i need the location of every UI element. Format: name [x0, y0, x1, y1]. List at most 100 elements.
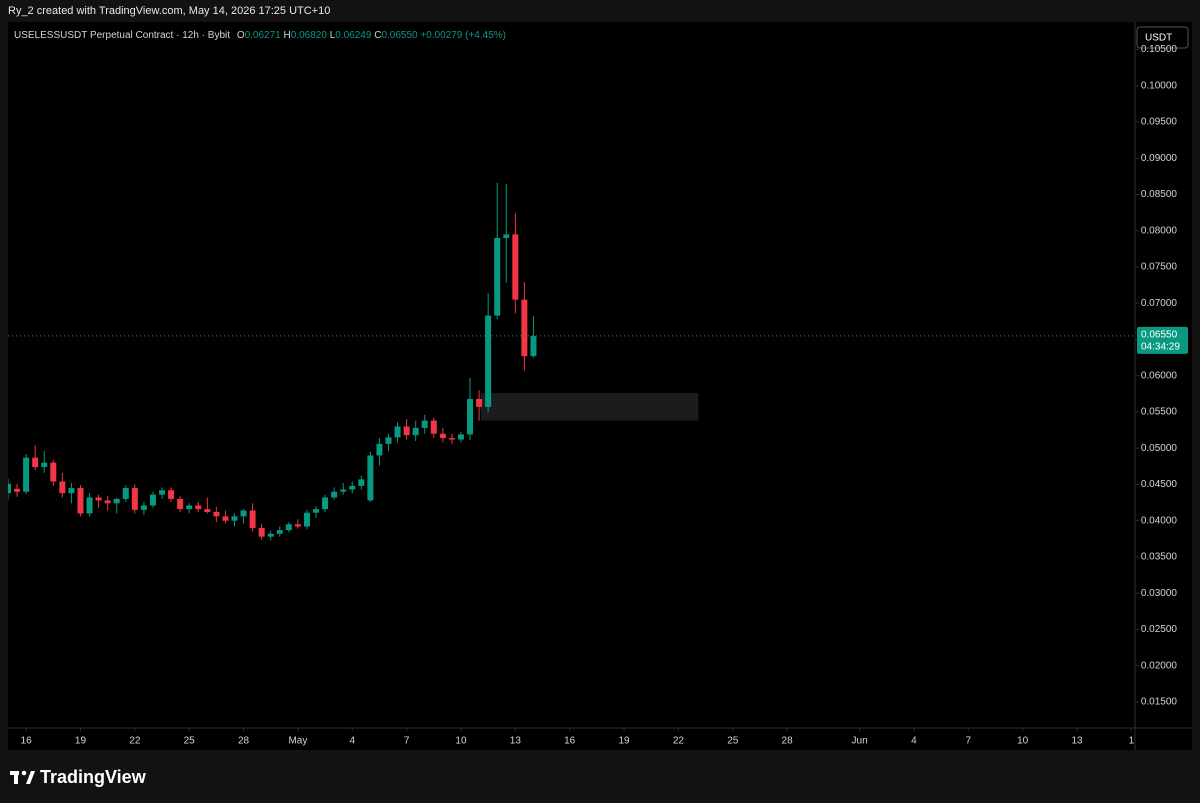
candle-body [59, 481, 66, 494]
legend-label: C [374, 30, 381, 41]
legend-value: 0.06271 [245, 30, 282, 41]
y-tick-label: 0.08000 [1141, 225, 1178, 236]
candle-body [86, 497, 93, 514]
watermark: TradingView [40, 767, 147, 787]
candle-body [367, 455, 374, 501]
candle-body [159, 490, 166, 495]
x-tick-label: 22 [129, 736, 141, 747]
candle-body [168, 490, 175, 499]
legend-change: +0.00279 (+4.45%) [420, 30, 506, 41]
legend-label: H [284, 30, 291, 41]
x-tick-label: 10 [455, 736, 467, 747]
legend-label: O [237, 30, 245, 41]
candle-body [131, 488, 138, 510]
y-tick-label: 0.02000 [1141, 660, 1178, 671]
candle-body [512, 234, 519, 300]
candle-body [213, 511, 220, 517]
candle-body [303, 512, 310, 527]
candle-body [394, 426, 401, 438]
candle-body [32, 457, 39, 468]
y-tick-label: 0.05000 [1141, 443, 1178, 454]
x-tick-label: 19 [75, 736, 87, 747]
x-tick-label: 25 [184, 736, 196, 747]
candle-body [421, 420, 428, 428]
candle-body [467, 398, 474, 435]
symbol-title: USELESSUSDT Perpetual Contract · 12h · B… [14, 30, 230, 41]
y-tick-label: 0.09000 [1141, 153, 1178, 164]
x-tick-label: 16 [21, 736, 33, 747]
logo-shape [21, 770, 27, 776]
logo-shape [14, 771, 18, 784]
x-tick-label: 1 [1129, 736, 1135, 747]
currency-button[interactable] [1136, 26, 1189, 49]
y-tick-label: 0.04500 [1141, 479, 1178, 490]
caption: Ry_2 created with TradingView.com, May 1… [8, 5, 330, 17]
y-tick-label: 0.10000 [1141, 80, 1178, 91]
countdown-label: 04:34:29 [1141, 341, 1180, 352]
y-tick-label: 0.06000 [1141, 370, 1178, 381]
plot [8, 182, 1135, 541]
y-tick-label: 0.08500 [1141, 189, 1178, 200]
candle-body [457, 434, 464, 440]
candle-body [276, 530, 283, 534]
candle-body [340, 489, 347, 492]
candle-body [14, 488, 21, 492]
x-tick-label: 22 [673, 736, 685, 747]
candle-body [322, 497, 329, 510]
x-tick-label: 7 [966, 736, 972, 747]
legend-label: L [330, 30, 336, 41]
candle-body [403, 426, 410, 436]
candle-body [385, 437, 392, 444]
candle-body [503, 234, 510, 239]
x-tick-label: 13 [1071, 736, 1083, 747]
x-tick-label: 25 [727, 736, 739, 747]
candle-body [249, 510, 256, 528]
x-tick-label: 28 [238, 736, 250, 747]
candle-body [476, 398, 483, 407]
y-tick-label: 0.03000 [1141, 588, 1178, 599]
candle-body [331, 491, 338, 498]
logo-shape [26, 771, 35, 784]
chart-pane [8, 22, 1192, 750]
legend-value: 0.06249 [335, 30, 372, 41]
y-tick-label: 0.04000 [1141, 515, 1178, 526]
candle-body [23, 457, 30, 492]
legend-value: 0.06820 [291, 30, 328, 41]
candle-body [494, 238, 501, 316]
candle-body [177, 498, 184, 510]
y-tick-label: 0.05500 [1141, 407, 1178, 418]
candle-body [50, 462, 57, 482]
x-tick-label: 19 [618, 736, 630, 747]
legend: USELESSUSDT Perpetual Contract · 12h · B… [14, 30, 506, 41]
candle-body [376, 443, 383, 456]
x-tick-label: 28 [782, 736, 794, 747]
candle-body [258, 527, 265, 537]
candle-body [77, 488, 84, 514]
x-tick-label: 13 [510, 736, 522, 747]
x-tick-label: 7 [404, 736, 410, 747]
candle-body [186, 505, 193, 510]
candle-body [349, 485, 356, 490]
candle-body [95, 497, 102, 501]
y-tick-label: 0.10500 [1141, 44, 1178, 55]
x-tick-label: May [288, 736, 307, 747]
candle-body [204, 509, 211, 512]
candle-body [8, 483, 11, 494]
x-tick-label: 10 [1017, 736, 1029, 747]
candle-body [122, 488, 129, 499]
candle-body [412, 427, 419, 436]
candle-body [195, 505, 202, 510]
last-price-tag [1137, 326, 1188, 354]
y-tick-label: 0.03500 [1141, 552, 1178, 563]
x-tick-label: 4 [911, 736, 917, 747]
y-tick-label: 0.02500 [1141, 624, 1178, 635]
candle-body [430, 420, 437, 434]
y-tick-label: 0.07500 [1141, 262, 1178, 273]
candle-body [521, 299, 528, 357]
candle-body [222, 516, 229, 521]
candle-body [240, 510, 247, 517]
currency-label[interactable]: USDT [1145, 33, 1172, 44]
y-tick-label: 0.09500 [1141, 117, 1178, 128]
y-tick-label: 0.01500 [1141, 697, 1178, 708]
